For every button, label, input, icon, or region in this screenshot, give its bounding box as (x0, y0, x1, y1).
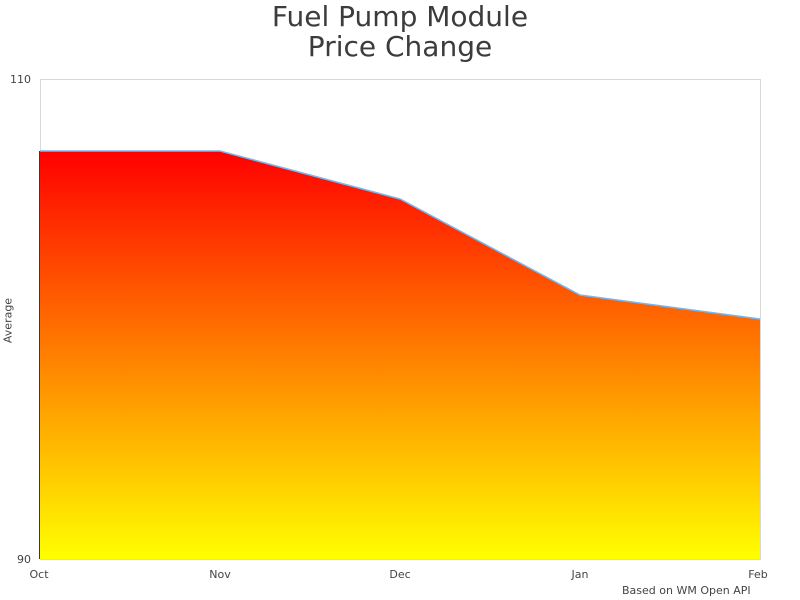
credit-text: Based on WM Open API (622, 584, 751, 597)
chart-title: Fuel Pump Module Price Change (0, 2, 800, 62)
x-tick-oct: Oct (29, 568, 49, 581)
area-fill (40, 151, 760, 559)
series-line (40, 150, 761, 320)
x-tick-dec: Dec (389, 568, 410, 581)
chart-title-line1: Fuel Pump Module (271, 0, 529, 33)
y-tick-90: 90 (17, 553, 31, 566)
x-tick-feb: Feb (748, 568, 767, 581)
x-tick-jan: Jan (571, 568, 589, 581)
y-axis-label: Average (1, 297, 15, 344)
chart-title-line2: Price Change (307, 30, 493, 63)
x-tick-nov: Nov (209, 568, 231, 581)
y-tick-110: 110 (10, 73, 31, 86)
x-axis-ticks: Oct Nov Dec Jan Feb (29, 568, 767, 581)
